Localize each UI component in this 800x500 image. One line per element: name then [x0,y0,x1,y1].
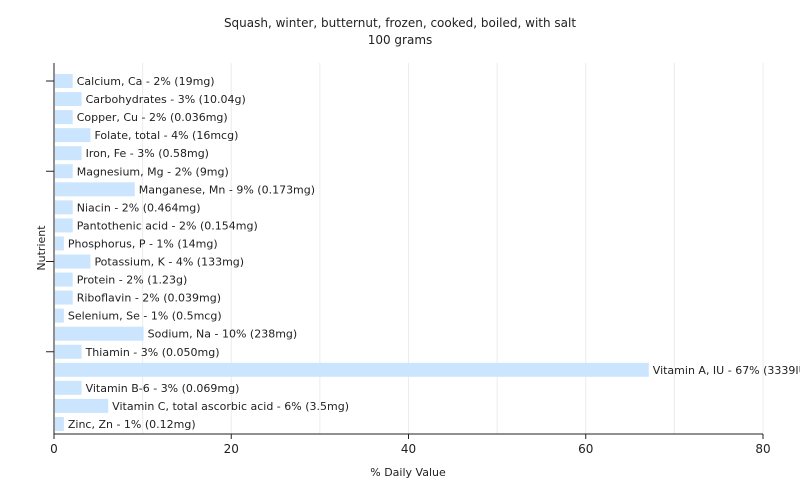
bar-label: Protein - 2% (1.23g) [77,274,188,287]
bar [55,344,82,359]
bar [55,290,73,305]
x-tick-label: 60 [578,442,593,456]
bar [55,254,91,269]
bar [55,110,73,125]
bar-label: Manganese, Mn - 9% (0.173mg) [139,183,315,196]
gridlines [142,63,764,434]
bar-label: Folate, total - 4% (16mcg) [94,129,238,142]
x-tick-label: 80 [755,442,770,456]
bar [55,236,64,251]
bar [55,416,64,431]
bar-label: Vitamin C, total ascorbic acid - 6% (3.5… [112,400,349,413]
bar [55,362,649,377]
bar-labels: Calcium, Ca - 2% (19mg) Carbohydrates - 3… [68,75,800,431]
bar-label: Zinc, Zn - 1% (0.12mg) [68,418,196,431]
bar-label: Iron, Fe - 3% (0.58mg) [86,147,209,160]
bar [55,164,73,179]
bar [55,272,73,287]
axes: 0 20 40 60 80 [46,63,771,456]
bar-label: Copper, Cu - 2% (0.036mg) [77,111,228,124]
bars [55,74,649,431]
bar-label: Magnesium, Mg - 2% (9mg) [77,165,229,178]
bar [55,92,82,107]
bar-label: Potassium, K - 4% (133mg) [94,256,244,269]
bar-label: Calcium, Ca - 2% (19mg) [77,75,215,88]
x-tick-label: 40 [401,442,416,456]
chart-title: Squash, winter, butternut, frozen, cooke… [224,16,576,30]
bar [55,74,73,88]
bar-label: Vitamin B-6 - 3% (0.069mg) [86,382,240,395]
bar-label: Niacin - 2% (0.464mg) [77,201,201,214]
bar [55,380,82,395]
bar-label: Vitamin A, IU - 67% (3339IU) [653,364,800,377]
x-tick-label: 0 [50,442,58,456]
bar-label: Pantothenic acid - 2% (0.154mg) [77,219,258,232]
chart-subtitle: 100 grams [368,33,433,47]
bar [55,128,91,143]
bar-label: Selenium, Se - 1% (0.5mcg) [68,310,222,323]
bar [55,326,144,341]
bar-label: Carbohydrates - 3% (10.04g) [86,93,246,106]
bar [55,146,82,161]
x-tick-label: 20 [224,442,239,456]
bar [55,182,135,197]
bar-label: Thiamin - 3% (0.050mg) [85,346,220,359]
bar-label: Phosphorus, P - 1% (14mg) [68,237,218,250]
bar [55,398,109,413]
bar [55,308,64,323]
x-axis-label: % Daily Value [370,466,446,479]
bar-label: Sodium, Na - 10% (238mg) [148,328,298,341]
bar [55,200,73,215]
y-axis-label: Nutrient [35,225,48,271]
bar [55,218,73,233]
bar-label: Riboflavin - 2% (0.039mg) [77,292,221,305]
